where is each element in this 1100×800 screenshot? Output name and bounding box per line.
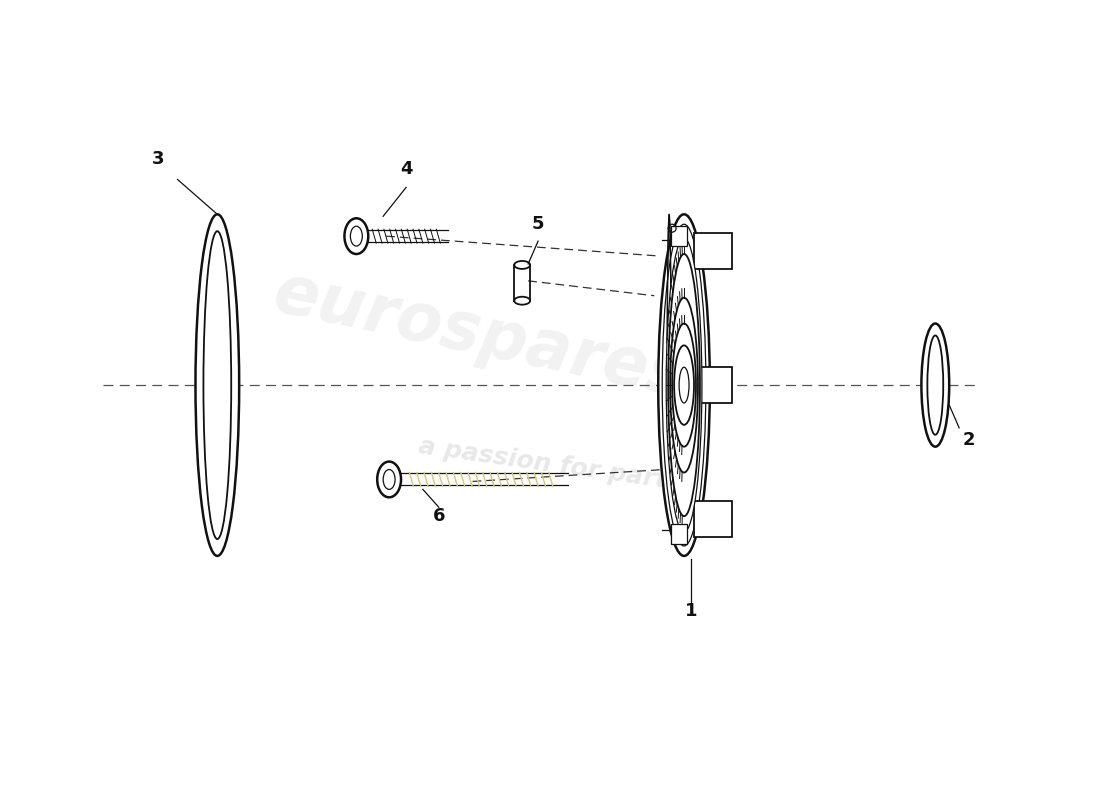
Ellipse shape	[674, 346, 694, 425]
Ellipse shape	[922, 323, 949, 446]
Text: 5: 5	[531, 215, 544, 233]
Ellipse shape	[515, 261, 530, 269]
Ellipse shape	[383, 470, 395, 490]
Ellipse shape	[204, 231, 231, 539]
Text: eurospares: eurospares	[267, 259, 693, 411]
Ellipse shape	[344, 218, 369, 254]
Text: 6: 6	[432, 507, 446, 525]
Ellipse shape	[662, 224, 706, 546]
Ellipse shape	[377, 462, 402, 498]
FancyBboxPatch shape	[694, 502, 732, 537]
Bar	[671, 524, 688, 544]
Ellipse shape	[351, 226, 362, 246]
Ellipse shape	[679, 367, 689, 403]
Text: a passion for parts: a passion for parts	[417, 434, 683, 495]
Ellipse shape	[670, 298, 698, 473]
FancyBboxPatch shape	[694, 367, 732, 403]
Bar	[671, 226, 688, 246]
Ellipse shape	[667, 238, 702, 532]
Ellipse shape	[515, 297, 530, 305]
Text: 4: 4	[399, 159, 412, 178]
Text: 2: 2	[962, 430, 976, 449]
Ellipse shape	[196, 214, 239, 556]
Text: 3: 3	[152, 150, 164, 168]
Ellipse shape	[672, 323, 696, 446]
FancyBboxPatch shape	[694, 233, 732, 269]
Ellipse shape	[668, 254, 700, 516]
Text: 1: 1	[685, 602, 697, 621]
Ellipse shape	[658, 214, 710, 556]
Ellipse shape	[927, 335, 944, 434]
